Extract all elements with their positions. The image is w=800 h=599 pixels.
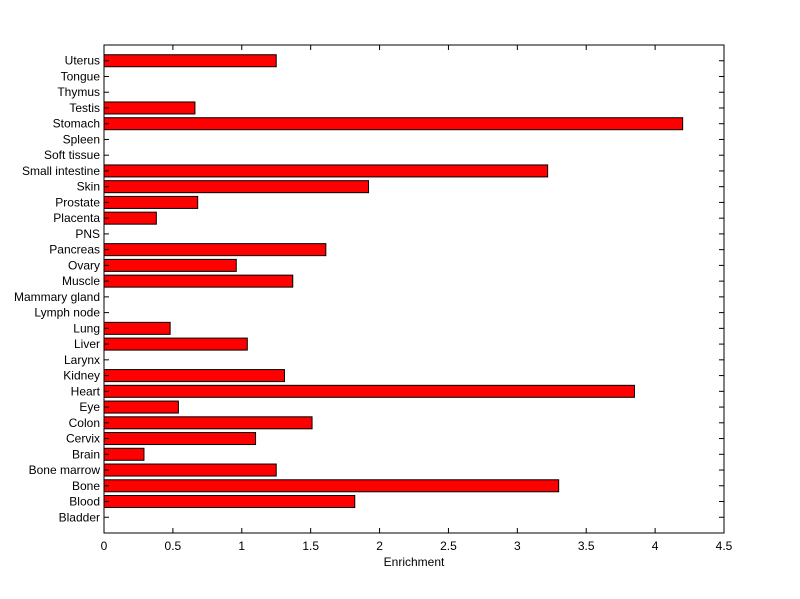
y-tick-label: Testis (69, 101, 100, 115)
x-tick-label: 1.5 (302, 539, 319, 553)
bar-skin (103, 180, 370, 194)
y-tick-label: Prostate (55, 195, 100, 209)
bar-eye (103, 400, 179, 414)
y-tick-label: PNS (75, 227, 100, 241)
y-tick-label: Uterus (65, 54, 100, 68)
y-tick-label: Kidney (63, 369, 100, 383)
y-tick-label: Soft tissue (44, 148, 100, 162)
y-tick-label: Small intestine (22, 164, 100, 178)
bar-uterus (103, 54, 277, 68)
bar-muscle (103, 274, 294, 288)
y-tick-label: Placenta (53, 211, 100, 225)
plot-frame (103, 44, 725, 534)
y-tick-label: Skin (77, 180, 100, 194)
bar-prostate (103, 195, 199, 209)
y-tick-label: Spleen (63, 132, 100, 146)
bar-stomach (103, 117, 684, 131)
bar-bone (103, 479, 560, 493)
bar-bone-marrow (103, 463, 277, 477)
bar-colon (103, 416, 313, 430)
y-tick-label: Ovary (68, 258, 100, 272)
bar-brain (103, 447, 145, 461)
x-tick-label: 1 (238, 539, 245, 553)
x-tick-label: 2 (376, 539, 383, 553)
y-tick-label: Colon (69, 416, 100, 430)
x-tick-label: 2.5 (440, 539, 457, 553)
y-tick-label: Brain (72, 447, 100, 461)
y-tick-label: Mammary gland (14, 290, 100, 304)
y-tick-label: Muscle (62, 274, 100, 288)
y-tick-label: Bone marrow (29, 463, 101, 477)
bar-cervix (103, 432, 257, 446)
bar-small-intestine (103, 164, 549, 178)
bar-testis (103, 101, 196, 115)
y-tick-label: Tongue (61, 69, 101, 83)
y-tick-label: Thymus (57, 85, 100, 99)
y-tick-label: Bone (72, 479, 100, 493)
y-tick-label: Larynx (64, 353, 100, 367)
y-tick-label: Stomach (53, 117, 100, 131)
bar-blood (103, 495, 356, 509)
x-tick-label: 0.5 (165, 539, 182, 553)
bar-pancreas (103, 243, 327, 257)
x-tick-label: 3 (514, 539, 521, 553)
y-tick-label: Liver (74, 337, 100, 351)
bar-placenta (103, 211, 157, 225)
x-tick-label: 3.5 (578, 539, 595, 553)
y-tick-label: Bladder (59, 510, 100, 524)
y-tick-label: Lung (73, 321, 100, 335)
bar-liver (103, 337, 248, 351)
y-tick-label: Pancreas (49, 243, 100, 257)
x-tick-label: 0 (101, 539, 108, 553)
bar-kidney (103, 369, 285, 383)
bar-ovary (103, 258, 237, 272)
x-axis-label: Enrichment (384, 555, 445, 569)
y-tick-label: Blood (69, 495, 100, 509)
x-tick-label: 4.5 (716, 539, 733, 553)
y-tick-label: Eye (79, 400, 100, 414)
y-tick-label: Heart (71, 384, 101, 398)
x-tick-label: 4 (652, 539, 659, 553)
y-tick-label: Cervix (66, 432, 100, 446)
bar-lung (103, 321, 171, 335)
bar-heart (103, 384, 635, 398)
y-tick-label: Lymph node (34, 306, 100, 320)
bars-layer (103, 54, 684, 509)
